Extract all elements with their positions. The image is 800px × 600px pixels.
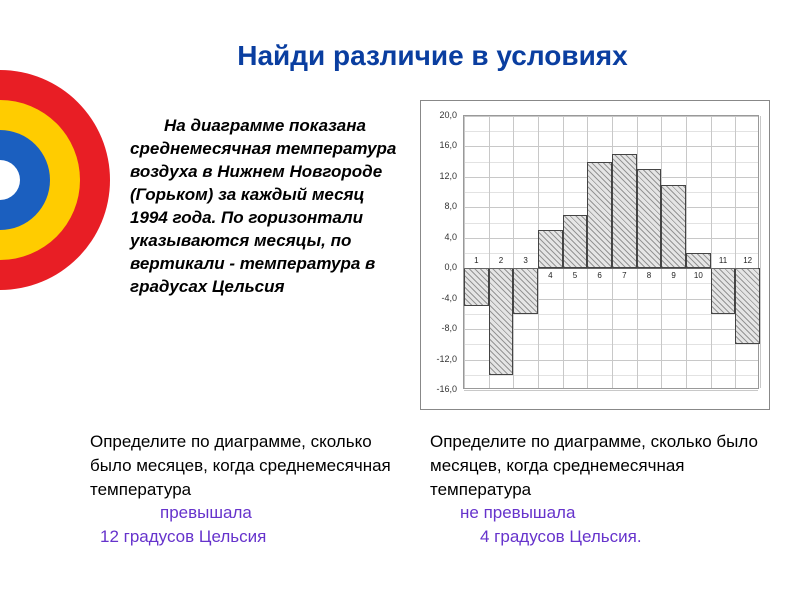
question-right-accent: не превышала [460,503,575,522]
x-tick-label: 6 [597,271,601,280]
y-tick-label: -12,0 [436,354,457,364]
gridline-h-minor [464,131,758,132]
bar-month-7 [612,154,637,268]
bar-month-8 [637,169,662,268]
question-left-part2: 12 градусов Цельсия [100,527,266,546]
question-right-part1: Определите по диаграмме, сколько было ме… [430,432,758,499]
x-tick-label: 2 [499,256,503,265]
zero-line [464,268,758,269]
y-tick-label: 8,0 [444,201,457,211]
x-tick-label: 4 [548,271,552,280]
y-tick-label: 4,0 [444,232,457,242]
x-tick-label: 3 [523,256,527,265]
y-tick-label: -4,0 [441,293,457,303]
x-tick-label: 11 [719,256,727,265]
gridline-h [464,390,758,391]
bar-month-2 [489,268,514,375]
problem-statement: На диаграмме показана среднемесячная тем… [130,115,405,299]
bar-month-6 [587,162,612,269]
y-tick-label: 20,0 [439,110,457,120]
gridline-v [686,116,687,388]
gridline-h [464,146,758,147]
question-left: Определите по диаграмме, сколько было ме… [90,430,410,549]
gridline-v [760,116,761,388]
gridline-h-minor [464,375,758,376]
decorative-circles [0,70,110,290]
slide-title: Найди различие в условиях [105,40,760,72]
gridline-v [711,116,712,388]
x-tick-label: 1 [474,256,478,265]
bar-month-1 [464,268,489,306]
y-tick-label: 0,0 [444,262,457,272]
gridline-v [513,116,514,388]
bar-month-9 [661,185,686,269]
question-left-part1: Определите по диаграмме, сколько было ме… [90,432,391,499]
question-left-accent: превышала [160,503,252,522]
y-tick-label: -16,0 [436,384,457,394]
bar-month-11 [711,268,736,314]
bar-month-12 [735,268,760,344]
temperature-chart: 123456789101112 -16,0-12,0-8,0-4,00,04,0… [420,100,770,410]
question-right-part2: 4 градусов Цельсия. [480,527,642,546]
gridline-v [735,116,736,388]
bar-month-3 [513,268,538,314]
bar-month-5 [563,215,588,268]
bar-month-4 [538,230,563,268]
gridline-h [464,116,758,117]
y-tick-label: 16,0 [439,140,457,150]
bar-month-10 [686,253,711,268]
x-tick-label: 8 [647,271,651,280]
y-tick-label: 12,0 [439,171,457,181]
chart-plot-area: 123456789101112 [463,115,759,389]
question-right: Определите по диаграмме, сколько было ме… [430,430,770,549]
x-tick-label: 9 [671,271,675,280]
x-tick-label: 7 [622,271,626,280]
x-tick-label: 10 [694,271,703,280]
x-tick-label: 5 [573,271,577,280]
x-tick-label: 12 [743,256,752,265]
gridline-v [464,116,465,388]
y-tick-label: -8,0 [441,323,457,333]
